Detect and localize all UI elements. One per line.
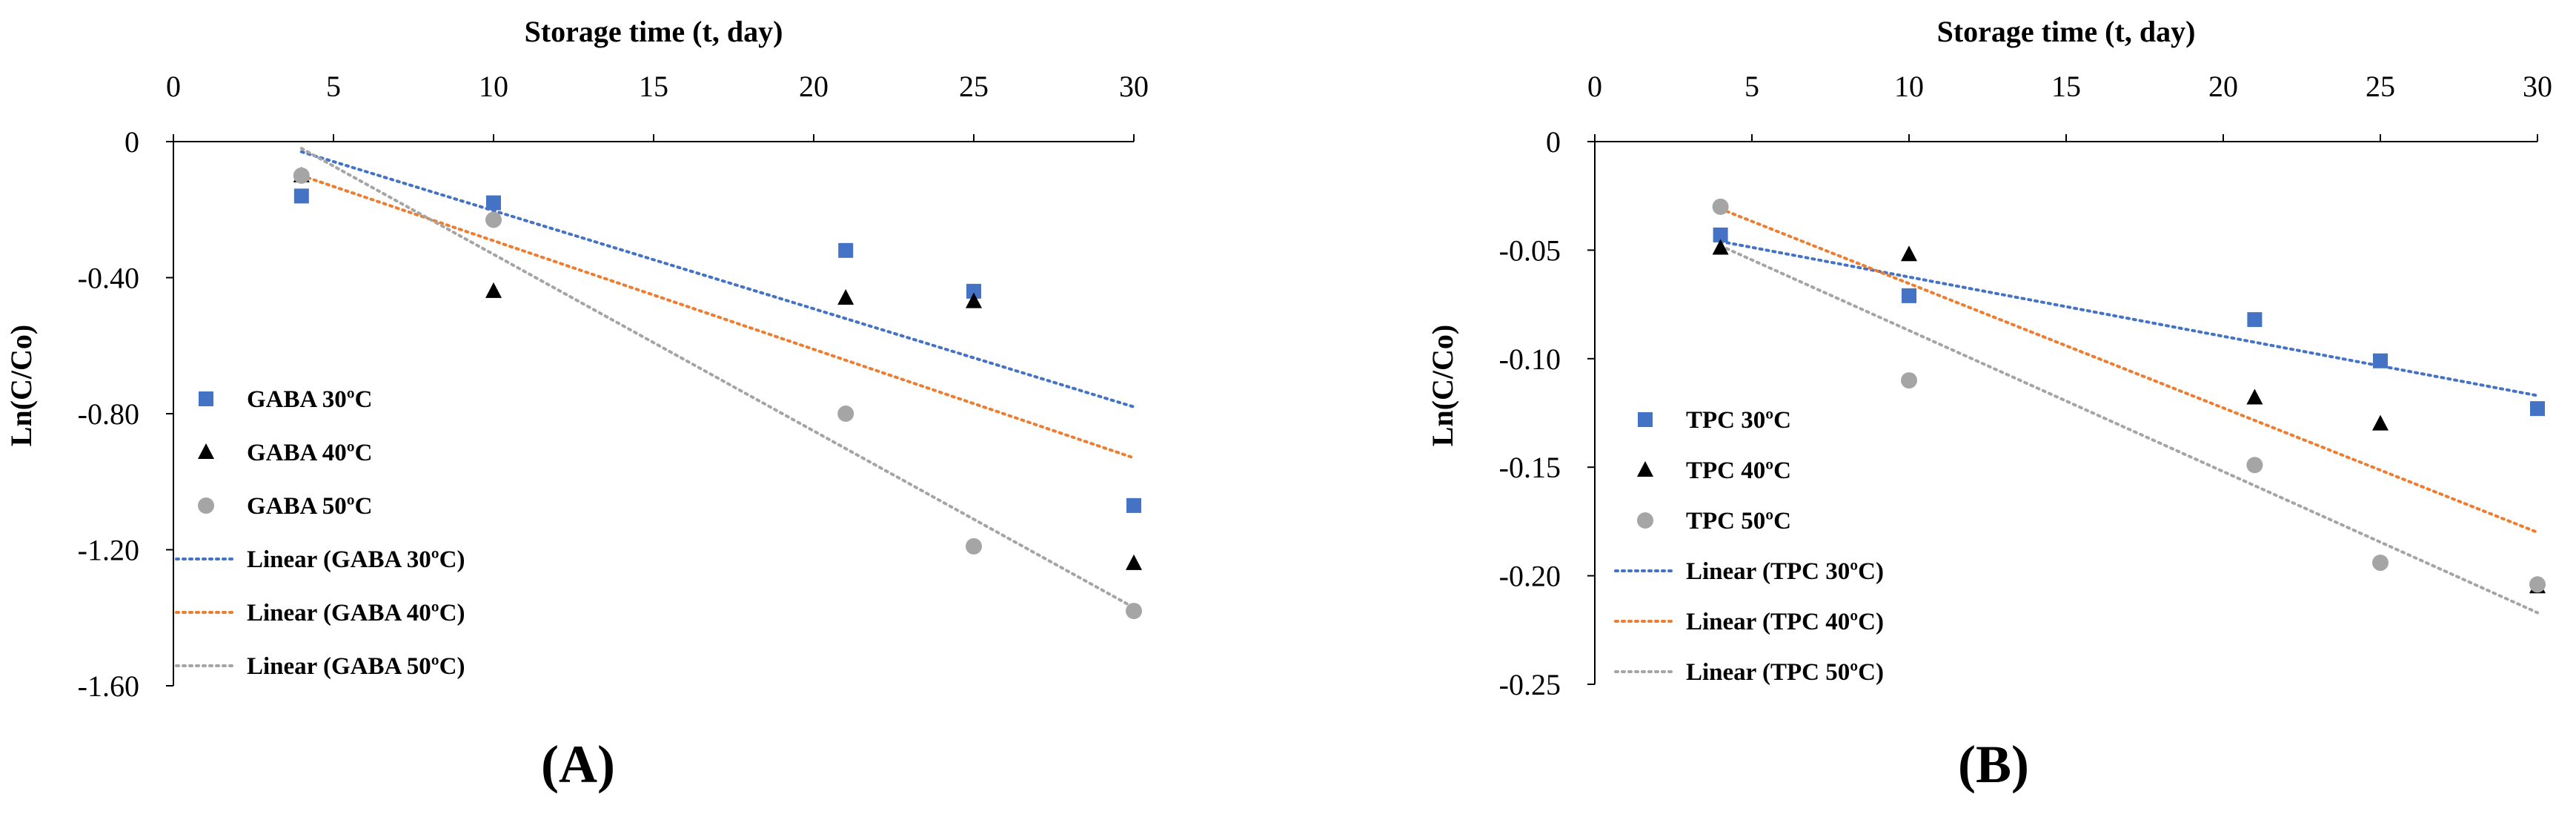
trendline bbox=[1719, 244, 2539, 615]
x-tick-label: 15 bbox=[2051, 70, 2081, 103]
data-point bbox=[837, 406, 854, 422]
legend-label: Linear (GABA 30ºC) bbox=[247, 546, 465, 573]
x-tick-label: 5 bbox=[326, 70, 341, 103]
data-point bbox=[2530, 401, 2545, 417]
data-point bbox=[1713, 227, 1728, 242]
legend-marker bbox=[198, 443, 214, 459]
trendline bbox=[299, 150, 1135, 408]
data-point bbox=[838, 242, 854, 258]
data-point bbox=[2529, 576, 2546, 593]
legend-marker bbox=[198, 497, 214, 514]
trendline bbox=[299, 147, 1135, 609]
y-tick-label: 0 bbox=[125, 125, 139, 159]
data-point bbox=[2372, 414, 2389, 431]
x-tick-label: 25 bbox=[959, 70, 989, 103]
legend-marker bbox=[1638, 412, 1653, 427]
legend-label: Linear (TPC 50ºC) bbox=[1686, 659, 1884, 686]
x-tick-label: 15 bbox=[639, 70, 668, 103]
legend-label: TPC 50ºC bbox=[1686, 508, 1791, 535]
x-tick-label: 20 bbox=[799, 70, 829, 103]
y-tick-label: -1.20 bbox=[78, 534, 139, 567]
legend-label: GABA 50ºC bbox=[247, 493, 373, 520]
legend-label: Linear (GABA 50ºC) bbox=[247, 653, 465, 680]
data-point bbox=[2247, 312, 2263, 328]
panel-label: (A) bbox=[541, 735, 615, 794]
y-tick-label: -0.15 bbox=[1499, 451, 1561, 484]
x-tick-label: 5 bbox=[1745, 70, 1759, 103]
data-point bbox=[2246, 457, 2263, 474]
panel-label: (B) bbox=[1958, 735, 2029, 794]
y-tick-label: -1.60 bbox=[78, 669, 139, 703]
y-tick-label: 0 bbox=[1546, 125, 1561, 159]
trendline bbox=[1719, 207, 2539, 535]
y-tick-label: -0.10 bbox=[1499, 343, 1561, 376]
data-point bbox=[1901, 245, 1917, 262]
data-point bbox=[966, 538, 982, 555]
data-point bbox=[966, 292, 982, 308]
data-point bbox=[2373, 353, 2388, 368]
legend-label: GABA 30ºC bbox=[247, 386, 373, 413]
legend-label: Linear (TPC 30ºC) bbox=[1686, 558, 1884, 585]
data-point bbox=[966, 283, 981, 299]
legend-label: Linear (TPC 40ºC) bbox=[1686, 609, 1884, 635]
legend-marker bbox=[1637, 512, 1653, 529]
data-point bbox=[486, 195, 501, 211]
y-tick-label: -0.25 bbox=[1499, 668, 1561, 701]
x-tick-label: 0 bbox=[166, 70, 181, 103]
data-point bbox=[1712, 198, 1729, 215]
legend-marker bbox=[1637, 461, 1653, 477]
legend-marker bbox=[199, 391, 213, 406]
y-tick-label: -0.80 bbox=[78, 397, 139, 431]
data-point bbox=[2372, 555, 2389, 572]
y-axis-title: Ln(C/Co) bbox=[4, 325, 38, 446]
x-tick-label: 10 bbox=[479, 70, 508, 103]
data-point bbox=[293, 167, 310, 184]
y-axis-title: Ln(C/Co) bbox=[1426, 325, 1459, 446]
data-point bbox=[1712, 239, 1729, 255]
y-tick-label: -0.05 bbox=[1499, 234, 1561, 267]
y-tick-label: -0.20 bbox=[1499, 560, 1561, 593]
data-point bbox=[485, 282, 502, 298]
x-tick-label: 30 bbox=[1119, 70, 1149, 103]
data-point bbox=[1126, 497, 1141, 513]
data-point bbox=[2246, 388, 2263, 405]
data-point bbox=[1901, 372, 1917, 389]
x-axis-title: Storage time (t, day) bbox=[525, 15, 783, 48]
trendline bbox=[1719, 239, 2539, 397]
legend-label: Linear (GABA 40ºC) bbox=[247, 600, 465, 626]
data-point bbox=[837, 289, 854, 305]
trendline bbox=[299, 173, 1135, 460]
chart-a: 0 5 10 15 20 25 30 0 -0.40 -0.80 -1.20 -1.60 Storage… bbox=[4, 15, 1149, 794]
x-tick-label: 25 bbox=[2366, 70, 2395, 103]
data-point bbox=[1902, 288, 1916, 303]
x-tick-label: 30 bbox=[2523, 70, 2552, 103]
x-tick-label: 20 bbox=[2208, 70, 2238, 103]
legend-label: TPC 30ºC bbox=[1686, 407, 1791, 434]
chart-b: 0 5 10 15 20 25 30 0 -0.05 -0.10 -0.15 -0.20 -0.25 St… bbox=[1426, 15, 2552, 794]
x-tick-label: 10 bbox=[1894, 70, 1924, 103]
legend-label: GABA 40ºC bbox=[247, 440, 373, 466]
x-axis-title: Storage time (t, day) bbox=[1937, 15, 2196, 48]
legend-label: TPC 40ºC bbox=[1686, 457, 1791, 484]
data-point bbox=[1126, 554, 1142, 570]
data-point bbox=[485, 211, 502, 228]
y-tick-label: -0.40 bbox=[78, 262, 139, 295]
data-point bbox=[293, 188, 309, 204]
data-point bbox=[1126, 603, 1142, 620]
x-tick-label: 0 bbox=[1587, 70, 1602, 103]
